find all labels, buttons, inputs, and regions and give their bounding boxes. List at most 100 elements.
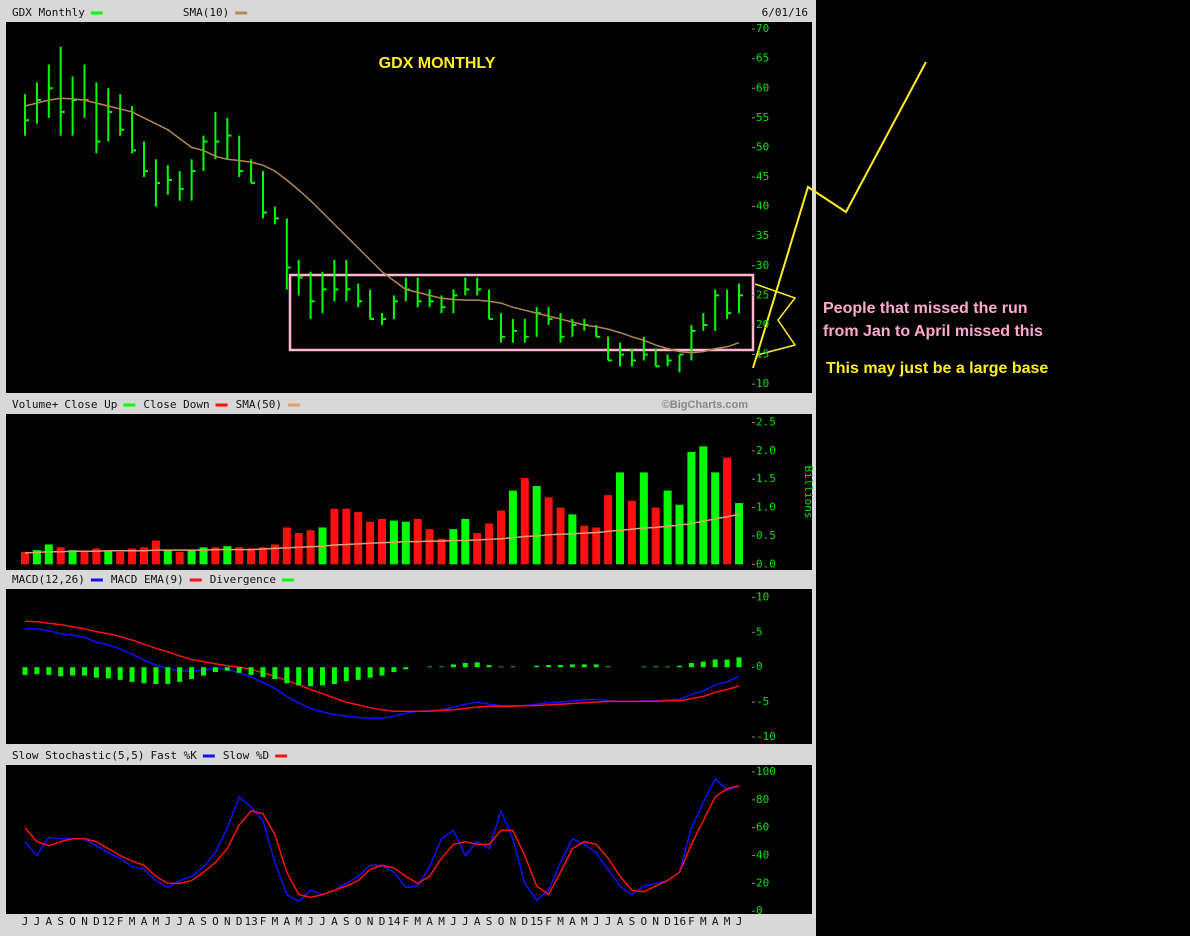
bar (403, 667, 409, 670)
bar (616, 472, 624, 565)
bar (391, 667, 397, 673)
x-tick-label: F (402, 915, 409, 928)
x-tick-label: N (652, 915, 659, 928)
x-tick-label: S (57, 915, 64, 928)
bar (510, 666, 516, 668)
legend-label: Slow %D (223, 749, 269, 762)
y-tick-label: 2.0 (756, 444, 776, 457)
y-tick-label: 60 (756, 81, 769, 94)
bar (342, 508, 351, 565)
bar (272, 667, 278, 680)
bar (532, 486, 541, 565)
annotation: This may just be a large base (826, 360, 1048, 377)
bar (604, 495, 613, 565)
bar (282, 527, 291, 565)
series-line (24, 513, 740, 554)
bar (343, 667, 349, 682)
legend-label: MACD(12,26) (12, 573, 85, 586)
stochastic-panel (6, 765, 812, 914)
bar (165, 667, 171, 684)
x-tick-label: A (188, 915, 195, 928)
x-tick-label: O (69, 915, 76, 928)
x-tick-label: A (712, 915, 719, 928)
y-tick-label: 10 (756, 590, 769, 603)
annotation: People that missed the run (823, 300, 1027, 317)
y-tick-label: 1.5 (756, 472, 776, 485)
bar (34, 667, 40, 675)
bar (70, 667, 76, 676)
x-tick-label: J (450, 915, 457, 928)
x-tick-label: 13 (244, 915, 257, 928)
x-tick-label: J (736, 915, 743, 928)
bar (520, 478, 529, 565)
x-tick-label: M (153, 915, 160, 928)
bar (284, 667, 290, 684)
series-line (24, 785, 740, 899)
bar (663, 490, 672, 565)
bar (175, 551, 184, 565)
x-tick-label: M (700, 915, 707, 928)
bar (80, 551, 89, 565)
bar (236, 667, 242, 673)
y-tick-label: 80 (756, 793, 769, 806)
x-tick-label: S (629, 915, 636, 928)
bar (439, 666, 444, 668)
bar (699, 446, 708, 565)
bar (117, 667, 123, 680)
x-tick-label: J (34, 915, 41, 928)
bar (605, 666, 611, 668)
y-tick-label: 10 (756, 377, 769, 390)
bar (437, 538, 446, 565)
y-tick-label: 15 (756, 348, 769, 361)
x-tick-label: M (438, 915, 445, 928)
panel-title: Volume+ (12, 398, 59, 411)
bar (211, 547, 220, 565)
x-tick-label: 14 (387, 915, 401, 928)
bar (201, 667, 206, 676)
bar (163, 550, 172, 565)
y-tick-label: 0 (756, 660, 763, 673)
bar (497, 510, 505, 565)
legend-label: GDX Monthly (12, 6, 85, 19)
x-tick-label: J (176, 915, 183, 928)
bar (224, 667, 230, 671)
price-panel (6, 22, 812, 393)
x-tick-label: M (557, 915, 564, 928)
bar (308, 667, 314, 687)
bar (379, 667, 385, 676)
bar (270, 544, 279, 565)
x-tick-label: M (295, 915, 302, 928)
x-tick-label: 12 (102, 915, 115, 928)
bar (129, 667, 135, 682)
x-tick-label: M (414, 915, 421, 928)
x-tick-label: N (81, 915, 88, 928)
legend-label: Close Up (64, 398, 117, 411)
bar (46, 667, 52, 675)
bar (723, 457, 732, 565)
x-tick-label: F (117, 915, 124, 928)
x-tick-label: D (236, 915, 243, 928)
bar (627, 500, 636, 565)
bar (56, 547, 65, 565)
y-tick-label: 100 (756, 765, 776, 778)
x-tick-label: D (664, 915, 671, 928)
bar (639, 472, 648, 565)
x-tick-label: O (498, 915, 505, 928)
bar (296, 667, 302, 686)
bar (580, 525, 589, 565)
bar (330, 508, 339, 565)
x-tick-label: A (569, 915, 576, 928)
x-tick-label: S (486, 915, 493, 928)
y-tick-label: 70 (756, 22, 769, 35)
bar (712, 659, 718, 668)
x-tick-label: A (45, 915, 52, 928)
bar (235, 547, 244, 565)
bar (651, 507, 660, 565)
bar (461, 518, 470, 565)
x-tick-label: N (510, 915, 517, 928)
y-tick-label: -10 (756, 730, 776, 743)
bar (546, 665, 552, 668)
y-tick-label: 35 (756, 229, 769, 242)
bar (425, 529, 434, 565)
